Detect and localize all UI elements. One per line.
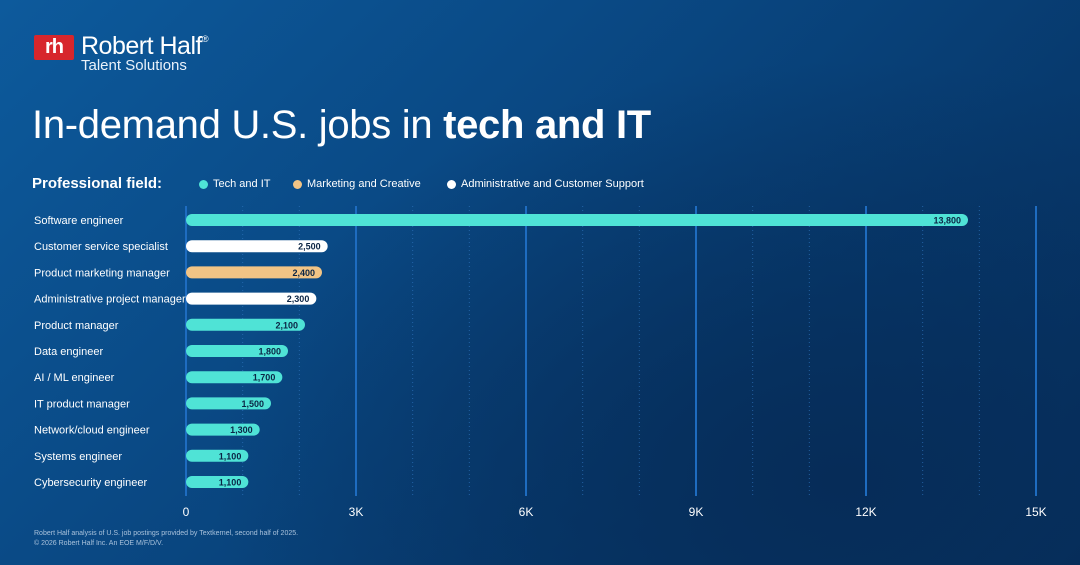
title-prefix: In-demand U.S. jobs in: [32, 103, 444, 147]
category-label: Cybersecurity engineer: [34, 477, 147, 489]
bar-value-label: 2,400: [292, 268, 315, 278]
legend-item-label: Marketing and Creative: [307, 178, 421, 190]
bar: [186, 397, 271, 410]
bar: [186, 266, 322, 279]
bar-value-label: 2,300: [287, 294, 310, 304]
footnote-source: Robert Half analysis of U.S. job posting…: [34, 530, 299, 537]
legend-item-label: Administrative and Customer Support: [461, 178, 644, 190]
bar: [186, 318, 305, 331]
x-tick-label: 15K: [1025, 505, 1046, 519]
title-bold: tech and IT: [443, 103, 651, 147]
legend-item-admin: Administrative and Customer Support: [447, 178, 644, 190]
x-tick-label: 6K: [519, 505, 534, 519]
bar-value-label: 1,100: [219, 451, 242, 461]
legend-item-tech: Tech and IT: [199, 178, 270, 190]
bar: [186, 214, 968, 226]
bar-value-label: 1,700: [253, 373, 276, 383]
bar-value-label: 1,800: [258, 347, 281, 357]
category-label: Data engineer: [34, 346, 103, 358]
legend-item-marketing: Marketing and Creative: [293, 178, 421, 190]
bar: [186, 423, 260, 436]
category-label: Administrative project manager: [34, 294, 186, 306]
registered-mark: ®: [201, 34, 209, 44]
bar: [186, 476, 249, 488]
x-tick-label: 12K: [855, 505, 876, 519]
bar: [186, 240, 328, 253]
legend-dot-admin-icon: [447, 179, 456, 189]
legend-dot-tech-icon: [199, 179, 208, 189]
category-label: Software engineer: [34, 215, 124, 227]
brand-name-text: Robert Half: [81, 32, 202, 60]
rh-logo-mark: rh: [34, 35, 74, 60]
category-label: Customer service specialist: [34, 241, 168, 253]
bar: [186, 292, 317, 305]
bar-value-label: 1,100: [219, 478, 242, 488]
brand-name: Robert Half®: [81, 32, 209, 61]
bar-value-label: 1,300: [230, 425, 253, 435]
category-label: Product manager: [34, 320, 119, 332]
category-label: Product marketing manager: [34, 267, 170, 279]
bar-value-label: 2,500: [298, 242, 321, 252]
category-label: IT product manager: [34, 398, 130, 410]
bar: [186, 371, 283, 384]
bar: [186, 345, 288, 357]
footnote: Robert Half analysis of U.S. job posting…: [34, 529, 298, 549]
x-tick-label: 3K: [349, 505, 364, 519]
x-tick-label: 0: [183, 505, 190, 519]
legend-dot-marketing-icon: [293, 179, 302, 189]
x-tick-label: 9K: [689, 505, 704, 519]
bar-value-label: 2,100: [275, 320, 298, 330]
legend-label: Professional field:: [32, 175, 163, 192]
category-label: Network/cloud engineer: [34, 425, 150, 437]
footnote-copyright: © 2026 Robert Half Inc. An EOE M/F/D/V.: [34, 540, 164, 547]
page-title: In-demand U.S. jobs in tech and IT: [32, 103, 651, 148]
category-label: AI / ML engineer: [34, 372, 115, 384]
legend-item-label: Tech and IT: [213, 178, 271, 190]
bar-value-label: 13,800: [933, 216, 961, 226]
bar: [186, 449, 249, 462]
category-label: Systems engineer: [34, 451, 122, 463]
brand-subtitle: Talent Solutions: [81, 57, 187, 74]
bar-value-label: 1,500: [241, 399, 264, 409]
